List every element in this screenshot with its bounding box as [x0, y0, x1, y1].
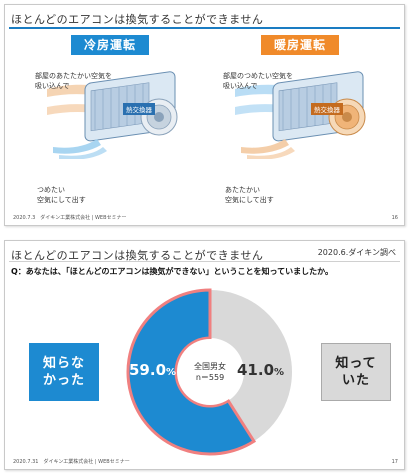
cooling-badge: 冷房運転: [71, 35, 149, 55]
donut-hole: [177, 339, 243, 405]
donut-center-sample: 全国男女: [194, 362, 226, 371]
slide1-title-rule: [9, 27, 400, 29]
callout-knew-line1: 知って: [335, 356, 377, 371]
slide1-title: ほとんどのエアコンは換気することができません: [11, 13, 264, 26]
survey-question: Q：あなたは、「ほとんどのエアコンは換気ができない」ということを知っていましたか…: [11, 267, 333, 276]
donut-center-n: n＝559: [195, 373, 225, 382]
slide1-page-number: 16: [391, 215, 398, 221]
cooling-heat-exchanger-label: 熱交換器: [123, 103, 155, 115]
cooling-intake-line1: 部屋のあたたかい空気を: [35, 72, 112, 80]
heating-outflow-line1: あたたかい: [225, 186, 260, 194]
cooling-outflow-line2: 空気にして出す: [37, 196, 86, 204]
slide2-title: ほとんどのエアコンは換気することができません: [11, 249, 264, 262]
cooling-outflow-line1: つめたい: [37, 186, 65, 194]
survey-source-date: 2020.6.ダイキン調べ: [317, 248, 396, 257]
callout-did-not-know: 知らな かった: [29, 343, 99, 401]
donut-value-did-not-know: 59.0%: [129, 361, 177, 379]
donut-center-label: 全国男女 n＝559: [194, 361, 226, 383]
heating-outflow-line2: 空気にして出す: [225, 196, 274, 204]
heating-intake-line2: 吸い込んで: [223, 82, 258, 90]
callout-knew: 知って いた: [321, 343, 391, 401]
slide2-page-number: 17: [391, 459, 398, 465]
heating-heat-exchanger-label: 熱交換器: [311, 103, 343, 115]
donut-slice-did-not-know: [126, 288, 257, 456]
callout-knew-line2: いた: [341, 373, 370, 388]
cooling-intake-line2: 吸い込んで: [35, 82, 70, 90]
callout-did-not-know-line2: かった: [42, 373, 85, 388]
slide1-footer: 2020.7.3 ダイキン工業株式会社 | WEBセミナー: [13, 215, 127, 221]
slide2-title-rule: [9, 261, 400, 262]
donut-chart-svg: [126, 288, 292, 456]
donut-chart: 全国男女 n＝559 59.0% 41.0%: [125, 287, 295, 457]
callout-did-not-know-line1: 知らな: [42, 356, 85, 371]
slide2-footer: 2020.7.31 ダイキン工業株式会社 | WEBセミナー: [13, 459, 130, 465]
slide-cooling-heating: ほとんどのエアコンは換気することができません 冷房運転 暖房運転: [4, 4, 405, 226]
heating-intake-line1: 部屋のつめたい空気を: [223, 72, 293, 80]
heating-badge: 暖房運転: [261, 35, 339, 55]
slide-survey-result: ほとんどのエアコンは換気することができません 2020.6.ダイキン調べ Q：あ…: [4, 240, 405, 470]
donut-value-knew: 41.0%: [237, 361, 285, 379]
